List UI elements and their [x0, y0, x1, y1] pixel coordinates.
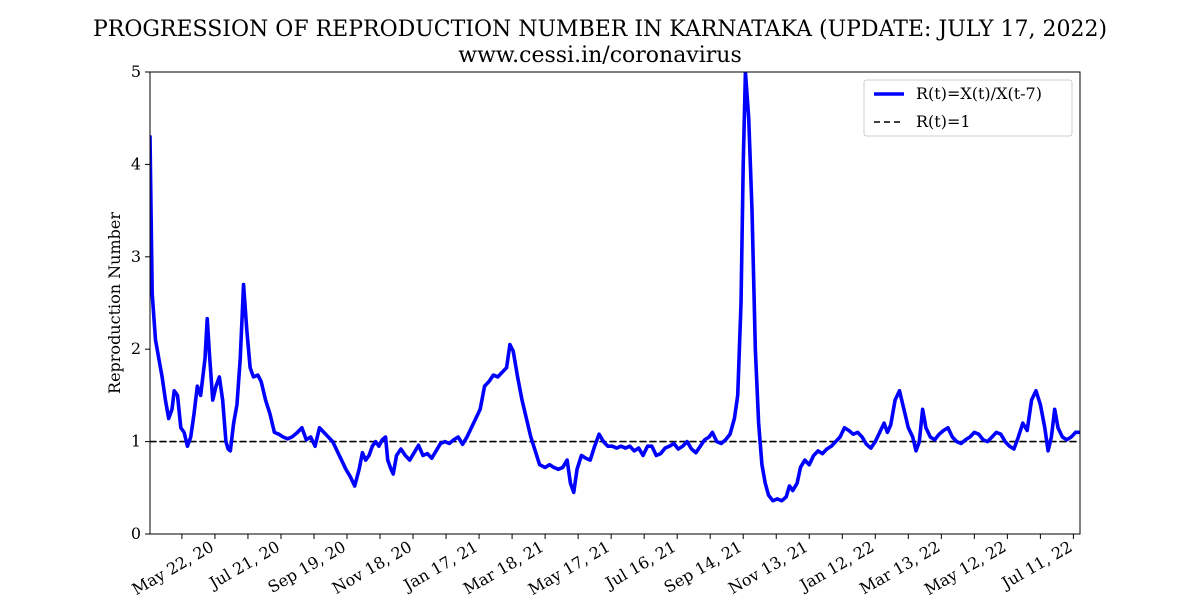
- x-tick-label: Jul 11, 22: [997, 537, 1076, 593]
- y-tick-label: 1: [131, 432, 141, 451]
- y-tick-label: 2: [131, 339, 141, 358]
- y-tick-label: 5: [131, 62, 141, 81]
- legend-label: R(t)=1: [916, 112, 971, 131]
- y-tick-label: 3: [131, 247, 141, 266]
- legend-box: [863, 79, 1073, 137]
- series-line-rt: [150, 72, 1080, 503]
- legend-label: R(t)=X(t)/X(t-7): [916, 84, 1042, 103]
- y-tick-label: 4: [131, 154, 141, 173]
- x-tick-label: May 22, 20: [129, 537, 217, 599]
- y-axis-label: Reproduction Number: [105, 212, 124, 394]
- chart-title: PROGRESSION OF REPRODUCTION NUMBER IN KA…: [92, 17, 1108, 42]
- plot-frame: [149, 71, 1081, 535]
- y-tick-label: 0: [131, 524, 141, 543]
- chart-subtitle: www.cessi.in/coronavirus: [458, 43, 742, 68]
